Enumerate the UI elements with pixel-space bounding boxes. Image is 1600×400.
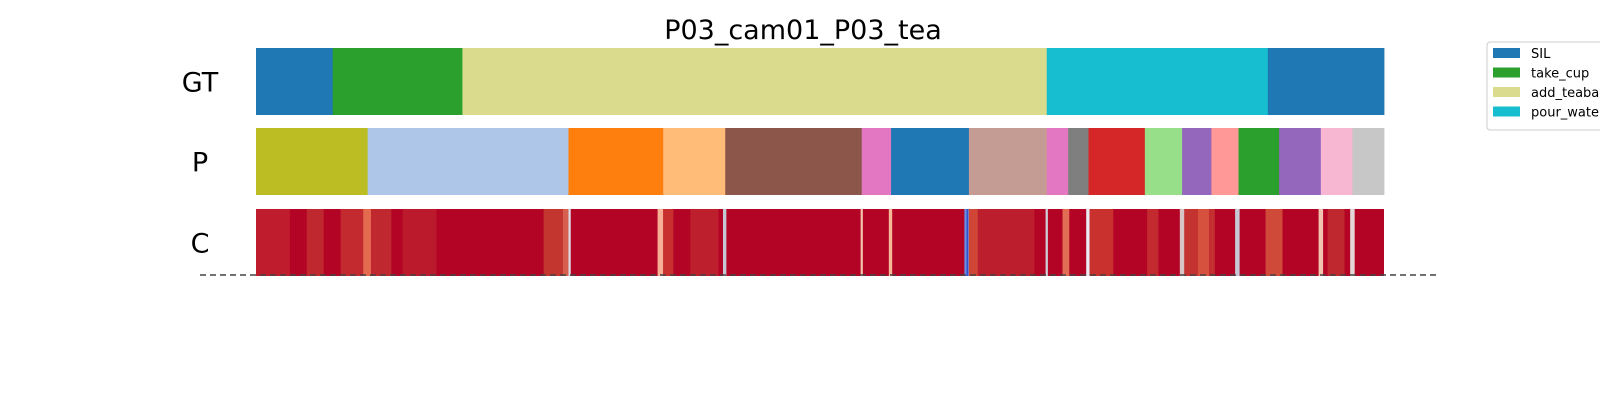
confidence-stripe: [543, 209, 563, 276]
confidence-stripe: [1327, 209, 1345, 276]
confidence-stripe: [657, 209, 664, 276]
row-gt: GT: [182, 48, 1385, 115]
confidence-stripe: [1265, 209, 1283, 276]
row-label: P: [192, 148, 208, 179]
legend-label: SIL: [1531, 47, 1551, 62]
confidence-stripe: [1045, 209, 1048, 276]
confidence-stripe: [722, 209, 727, 276]
confidence-stripe: [1147, 209, 1159, 276]
confidence-stripe: [1089, 209, 1114, 276]
segment-bar: [1144, 128, 1183, 195]
segment-bar: [1279, 128, 1322, 195]
segment-bar: [1046, 48, 1269, 115]
row-p: P: [192, 128, 1385, 195]
segment-bar: [1046, 128, 1069, 195]
row-label: C: [191, 229, 210, 260]
row-c: C: [191, 209, 1384, 276]
confidence-stripe: [977, 209, 1035, 276]
segment-bar: [1352, 128, 1385, 195]
segment-bar: [663, 128, 726, 195]
legend: SIL take_cup add_teabag pour_water: [1486, 41, 1600, 131]
segment-bar: [256, 128, 369, 195]
confidence-stripe: [964, 209, 969, 276]
confidence-stripe: [1318, 209, 1324, 276]
confidence-stripe: [968, 209, 978, 276]
confidence-stripe: [1184, 209, 1198, 276]
confidence-stripe: [568, 209, 571, 276]
segment-bar: [1088, 128, 1146, 195]
legend-swatch: [1493, 87, 1520, 97]
confidence-stripe: [1062, 209, 1070, 276]
segment-bar: [1068, 128, 1089, 195]
confidence-stripe: [1235, 209, 1240, 276]
confidence-stripe: [1179, 209, 1185, 276]
segment-bar: [568, 128, 664, 195]
confidence-stripe: [1197, 209, 1210, 276]
confidence-stripe: [1086, 209, 1090, 276]
segment-bar: [332, 48, 463, 115]
confidence-stripe: [256, 209, 290, 276]
confidence-stripe: [306, 209, 324, 276]
legend-items: SIL take_cup add_teabag pour_water: [1493, 47, 1600, 121]
segment-bar: [462, 48, 1048, 115]
segment-bar: [725, 128, 863, 195]
legend-label: take_cup: [1531, 67, 1589, 82]
confidence-stripe: [562, 209, 569, 276]
legend-swatch: [1493, 106, 1520, 117]
segment-bar: [1211, 128, 1239, 195]
legend-swatch: [1493, 67, 1520, 78]
confidence-stripe: [860, 209, 863, 276]
confidence-stripe: [690, 209, 719, 276]
segment-rows: GT P C: [182, 48, 1385, 276]
confidence-stripe: [663, 209, 674, 276]
legend-label: pour_water: [1531, 106, 1600, 121]
confidence-stripe: [363, 209, 372, 276]
segment-bar: [968, 128, 1048, 195]
confidence-stripe: [966, 209, 968, 276]
segment-bar: [256, 48, 334, 115]
segment-bar: [1182, 128, 1212, 195]
segment-bar: [891, 128, 970, 195]
segment-bar: [1238, 128, 1280, 195]
chart-title: P03_cam01_P03_tea: [664, 15, 942, 46]
confidence-stripe: [371, 209, 392, 276]
legend-label: add_teabag: [1531, 86, 1600, 101]
confidence-stripe: [340, 209, 364, 276]
row-label: GT: [182, 68, 219, 99]
confidence-stripe: [888, 209, 893, 276]
confidence-stripe: [402, 209, 437, 276]
confidence-stripe: [1209, 209, 1215, 276]
segment-bar: [861, 128, 892, 195]
segment-bar: [1267, 48, 1385, 115]
segment-bar: [1320, 128, 1353, 195]
legend-swatch: [1493, 48, 1520, 58]
segment-bar: [367, 128, 569, 195]
confidence-stripe: [1350, 209, 1355, 276]
